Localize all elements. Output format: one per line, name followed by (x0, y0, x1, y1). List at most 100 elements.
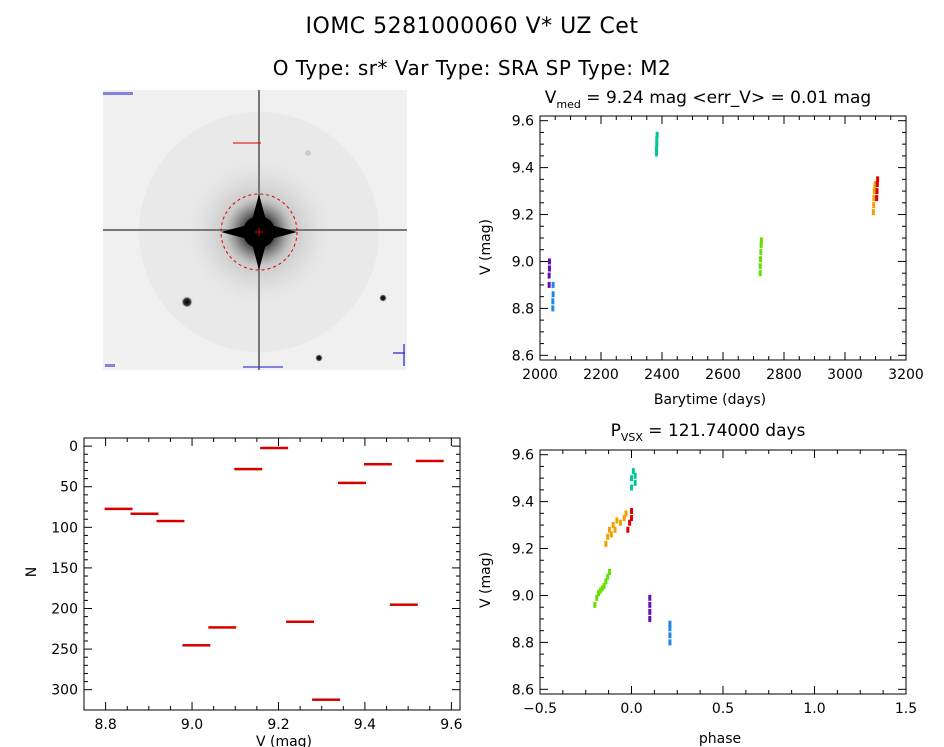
data-point (598, 587, 602, 594)
data-point (668, 632, 672, 639)
data-point (648, 594, 652, 601)
data-point (759, 249, 763, 256)
data-point (595, 594, 599, 601)
y-tick-label: 0 (69, 439, 78, 455)
x-tick-label: 0.0 (620, 701, 642, 717)
plot-frame (539, 115, 907, 361)
x-tick-label: 9.6 (440, 717, 462, 733)
sky-image (103, 90, 407, 370)
light-curve-ylabel: V (mag) (478, 219, 494, 275)
data-point (547, 265, 551, 272)
data-point (874, 181, 877, 188)
y-tick-label: 8.6 (512, 682, 534, 698)
data-point (551, 291, 555, 298)
histogram-bar (234, 467, 263, 471)
data-point (648, 601, 652, 608)
histogram-bar (104, 507, 133, 511)
histogram-bar (363, 462, 392, 466)
histogram-bar (337, 481, 366, 485)
data-point (551, 298, 555, 305)
data-point (611, 522, 615, 529)
x-tick-label: 8.8 (94, 717, 116, 733)
y-tick-label: 9.2 (512, 208, 534, 224)
y-tick-label: 8.6 (512, 348, 534, 364)
data-point (655, 150, 659, 157)
histogram-bar (156, 519, 185, 523)
data-point (875, 188, 879, 195)
data-point (871, 209, 875, 216)
x-tick-label: 2000 (522, 367, 558, 383)
phased-curve-points (593, 468, 672, 646)
data-point (875, 195, 879, 202)
data-point (655, 136, 659, 143)
data-point (668, 639, 672, 646)
y-tick-label: 9.6 (512, 448, 534, 464)
page-subtitle: O Type: sr* Var Type: SRA SP Type: M2 (272, 56, 672, 80)
x-tick-label: 2600 (705, 367, 741, 383)
x-tick-label: 1.0 (803, 701, 825, 717)
data-point (608, 526, 612, 533)
y-tick-label: 8.8 (512, 635, 534, 651)
phased-curve-chart: PVSX = 121.74000 days −0.5 0.0 0.5 1.0 1.5 8.… (478, 421, 917, 747)
histogram-bar (312, 698, 340, 701)
data-point (875, 181, 879, 188)
data-point (619, 519, 623, 526)
y-tick-label: 9.4 (512, 495, 534, 511)
y-tick-label: 50 (60, 480, 78, 496)
data-point (630, 475, 633, 482)
y-tick-label: 9.0 (512, 588, 534, 604)
histogram-bar (130, 512, 159, 516)
histogram-bar (182, 644, 211, 647)
x-tick-label: 3000 (827, 367, 863, 383)
y-tick-label: 200 (51, 602, 78, 618)
y-tick-label: 250 (51, 642, 78, 658)
light-curve-points (547, 131, 880, 312)
phased-curve-ylabel: V (mag) (478, 552, 494, 608)
histogram-bar (208, 626, 237, 629)
plot-frame (83, 437, 461, 711)
histogram-bar (286, 620, 315, 623)
y-tick-label: 8.8 (512, 301, 534, 317)
data-point (600, 585, 604, 592)
data-point (630, 508, 633, 514)
data-point (633, 479, 637, 486)
y-tick-label: 150 (51, 561, 78, 577)
data-point (759, 256, 763, 263)
data-point (872, 195, 876, 202)
data-point (759, 237, 763, 244)
data-point (630, 515, 633, 522)
data-point (597, 590, 601, 597)
data-point (622, 515, 626, 522)
histogram-bars (104, 446, 444, 701)
data-point (613, 526, 617, 533)
x-tick-label: 3200 (888, 367, 924, 383)
histogram-chart: 8.8 9.0 9.2 9.4 9.6 0 50 100 150 200 250 300 V (mag… (24, 437, 463, 747)
data-point (604, 578, 608, 585)
light-curve-axes: 2000 2200 2400 2600 2800 3000 3200 8.6 8.8 9.0 9.2… (512, 114, 924, 383)
data-point (872, 188, 876, 195)
data-point (606, 533, 610, 540)
plot-frame (539, 449, 907, 695)
histogram-xlabel: V (mag) (256, 734, 312, 747)
data-point (655, 131, 659, 138)
data-point (876, 176, 880, 183)
histogram-ylabel: N (24, 567, 40, 577)
phased-curve-axes: −0.5 0.0 0.5 1.0 1.5 8.6 8.8 9.0 9.2 9.4 9.6 (512, 448, 917, 717)
data-point (668, 625, 672, 632)
light-curve-title: Vmed = 9.24 mag <err_V> = 0.01 mag (545, 88, 871, 111)
y-tick-label: 100 (51, 520, 78, 536)
y-tick-label: 9.0 (512, 254, 534, 270)
data-point (602, 583, 606, 590)
x-tick-label: 9.4 (354, 717, 376, 733)
phased-curve-title: PVSX = 121.74000 days (611, 421, 806, 444)
data-point (609, 531, 613, 538)
data-point (551, 305, 555, 312)
data-point (668, 620, 672, 627)
data-point (593, 601, 597, 608)
data-point (631, 468, 635, 475)
data-point (606, 573, 610, 580)
x-tick-label: 0.5 (712, 701, 734, 717)
data-point (615, 517, 619, 524)
y-tick-label: 9.6 (512, 114, 534, 130)
y-tick-label: 300 (51, 683, 78, 699)
